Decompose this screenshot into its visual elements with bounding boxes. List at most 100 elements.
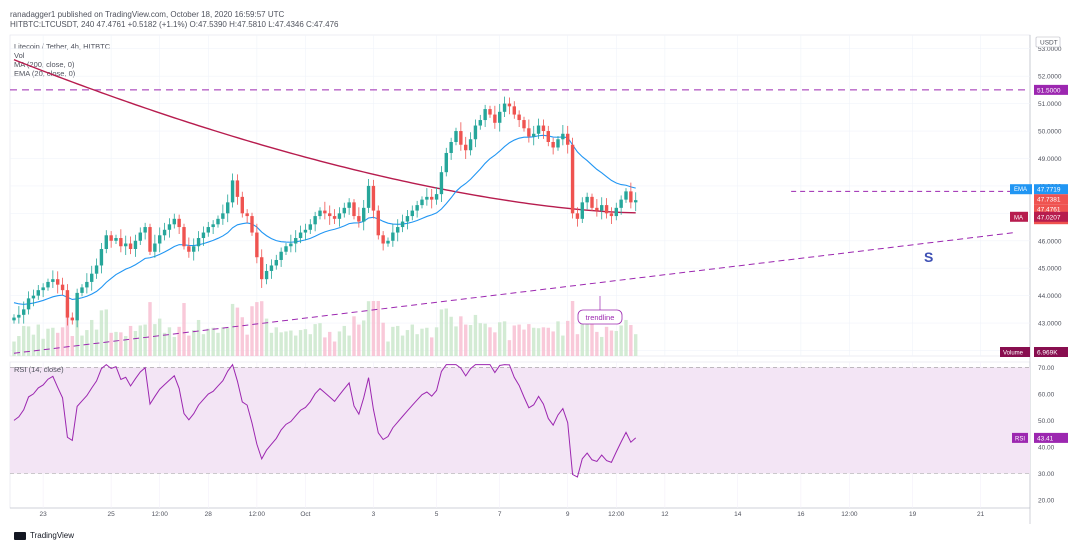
candle-body xyxy=(31,295,36,299)
legend-ema[interactable]: EMA (20, close, 0) xyxy=(14,69,76,78)
support-mark: S xyxy=(924,249,933,265)
legend-vol[interactable]: Vol xyxy=(14,51,25,60)
candle-body xyxy=(512,106,516,115)
trendline-label: trendline xyxy=(586,313,615,322)
candle-body xyxy=(532,133,536,137)
candle-body xyxy=(128,243,133,249)
price-axis-tick: 45.0000 xyxy=(1038,266,1062,273)
candle-body xyxy=(357,216,361,222)
time-axis-tick: 12 xyxy=(661,511,669,518)
candle-body xyxy=(143,227,147,233)
rsi-value-tag-bg[interactable] xyxy=(1034,432,1068,443)
volume-bar xyxy=(308,334,312,356)
volume-bar xyxy=(434,327,439,356)
candle-body xyxy=(604,205,609,214)
volume-bar xyxy=(70,336,74,356)
volume-bar xyxy=(75,301,79,356)
volume-bar xyxy=(255,302,259,356)
candle-body xyxy=(80,287,84,293)
tradingview-logo[interactable]: TradingView xyxy=(14,531,74,540)
candle-body xyxy=(313,216,317,225)
rsi-value-tag: 43.41 xyxy=(1037,435,1054,442)
candle-body xyxy=(60,284,65,291)
volume-value-tag-bg[interactable] xyxy=(1034,347,1068,357)
candle-body xyxy=(269,265,274,271)
candle-body xyxy=(177,218,181,228)
volume-bar xyxy=(493,332,497,356)
time-axis-tick: 7 xyxy=(498,511,502,518)
volume-bar xyxy=(386,341,390,356)
ema-price-tag: 47.7719 xyxy=(1037,187,1061,194)
volume-bar xyxy=(99,310,104,356)
volume-bar xyxy=(303,329,308,356)
time-axis-tick: 3 xyxy=(372,511,376,518)
candle-body xyxy=(609,213,614,217)
price-axis-tick: 44.0000 xyxy=(1038,293,1062,300)
volume-bar xyxy=(478,323,482,356)
rsi-axis-tick: 50.00 xyxy=(1038,418,1055,425)
candle-body xyxy=(318,210,322,217)
candle-body xyxy=(371,185,376,211)
candle-body xyxy=(362,207,366,222)
ohlc-info: HITBTC:LTCUSDT, 240 47.4761 +0.5182 (+1.… xyxy=(10,20,339,29)
volume-bar xyxy=(366,301,371,356)
price-axis-tick: 51.0000 xyxy=(1038,101,1062,108)
volume-bar xyxy=(158,318,162,356)
volume-bar xyxy=(483,323,487,356)
candle-body xyxy=(570,144,575,214)
candle-body xyxy=(507,103,512,107)
legend-symbol: Litecoin / Tether, 4h, HITBTC xyxy=(14,42,111,51)
volume-bar xyxy=(498,322,502,356)
candle-body xyxy=(294,238,298,244)
volume-bar xyxy=(56,332,60,356)
legend-ma[interactable]: MA (200, close, 0) xyxy=(14,60,75,69)
resistance-price-tag-bg[interactable] xyxy=(1034,84,1068,95)
close-price-tag-bg[interactable] xyxy=(1034,204,1068,215)
rsi-label-tag-bg xyxy=(1012,432,1028,443)
candle-body xyxy=(434,194,439,200)
candle-body xyxy=(614,207,618,217)
volume-bar xyxy=(415,334,419,356)
candle-body xyxy=(104,235,108,249)
candle-body xyxy=(162,229,167,236)
time-axis-tick: 14 xyxy=(734,511,742,518)
volume-bar xyxy=(17,336,21,356)
time-axis-tick: 25 xyxy=(108,511,116,518)
currency-box[interactable] xyxy=(1035,36,1061,48)
ma-label-tag: MA xyxy=(1014,215,1023,221)
volume-bar xyxy=(600,336,604,356)
volume-bar xyxy=(269,332,274,356)
volume-bar xyxy=(604,326,609,356)
trendline[interactable] xyxy=(13,232,1015,354)
volume-bar xyxy=(177,326,181,356)
candle-body xyxy=(148,227,152,252)
price-axis-tick: 46.0000 xyxy=(1038,238,1062,245)
ma-price-tag-bg[interactable] xyxy=(1034,211,1068,222)
volume-bar xyxy=(410,324,414,356)
price-axis-tick: 50.0000 xyxy=(1038,129,1062,136)
volume-bar xyxy=(12,341,16,356)
volume-bar xyxy=(347,335,351,356)
volume-bar xyxy=(512,325,516,356)
candle-body xyxy=(323,210,327,214)
volume-bar xyxy=(391,326,395,356)
candle-body xyxy=(396,227,400,233)
publish-info: ranadagger1 published on TradingView.com… xyxy=(10,10,285,19)
close-price-tag: 47.4761 xyxy=(1037,207,1061,214)
trendline-callout-box[interactable] xyxy=(577,309,623,325)
volume-bar xyxy=(318,323,322,356)
candle-body xyxy=(70,317,74,321)
candle-body xyxy=(264,270,269,280)
candle-body xyxy=(90,273,94,282)
volume-bar xyxy=(585,323,589,356)
candle-body xyxy=(211,224,215,228)
candle-body xyxy=(595,207,599,211)
volume-bar xyxy=(517,324,521,356)
volume-bar xyxy=(148,302,152,356)
candle-body xyxy=(36,290,40,296)
ema-price-tag-bg[interactable] xyxy=(1034,184,1068,195)
volume-bar xyxy=(187,335,191,356)
last-price-tag-bg[interactable] xyxy=(1034,194,1068,205)
